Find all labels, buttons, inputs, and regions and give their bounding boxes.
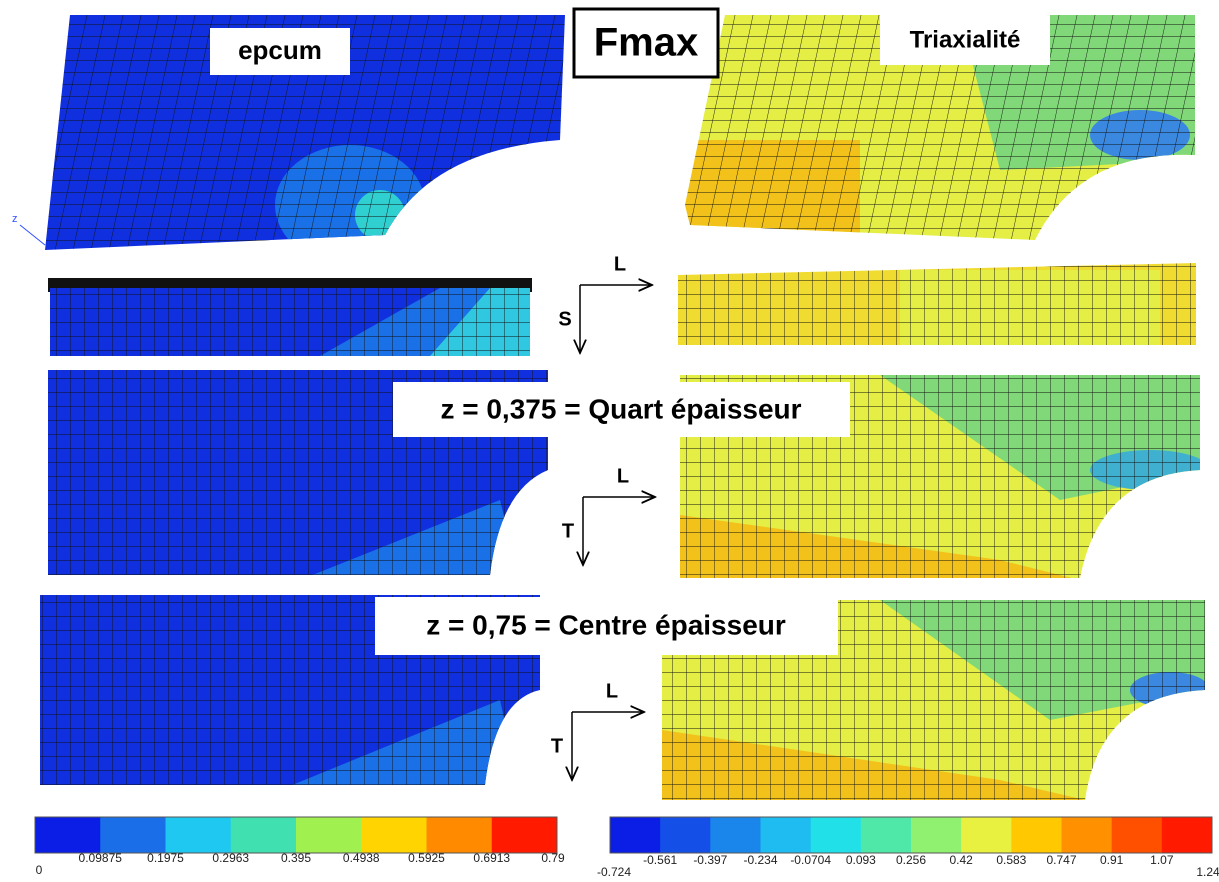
colorbar-label: 0.91 [1100, 853, 1124, 867]
colorbar-label: 0 [36, 863, 43, 877]
center-title: Fmax [594, 21, 699, 65]
colorbar-label: 0.6913 [473, 851, 510, 865]
colorbar-swatch [610, 817, 661, 853]
colorbar-swatch [230, 817, 297, 853]
colorbar-label: -0.397 [693, 853, 727, 867]
label-box [375, 597, 838, 655]
colorbar-label: 0.09875 [79, 851, 123, 865]
colorbar-label: -0.234 [743, 853, 777, 867]
colorbar-swatch [1011, 817, 1062, 853]
colorbar-label: 0.256 [896, 853, 926, 867]
colorbar-label: -0.724 [597, 865, 631, 879]
colorbar-label: 0.583 [996, 853, 1026, 867]
colorbar-label: 1.07 [1150, 853, 1174, 867]
label-box [880, 15, 1050, 65]
colorbar-swatch [296, 817, 362, 853]
colorbar-swatch [1061, 817, 1113, 853]
colorbar-swatch [35, 817, 101, 853]
label-box [210, 28, 350, 75]
mesh-triax-strip [678, 263, 1196, 345]
axis-label: L [606, 680, 618, 702]
axis-label: L [617, 465, 629, 487]
axis-label: T [551, 735, 563, 757]
axis-z-label: z [12, 213, 18, 225]
colorbar-swatch [710, 817, 761, 853]
colorbar-label: 1.24 [1196, 865, 1219, 879]
colorbar-label: 0.42 [949, 853, 973, 867]
right-title: Triaxialité [910, 26, 1021, 53]
colorbar-label: -0.561 [643, 853, 677, 867]
colorbar-label: 0.395 [281, 851, 311, 865]
colorbar-label: 0.093 [846, 853, 876, 867]
colorbar-swatch [426, 817, 493, 853]
label-box [393, 382, 850, 437]
colorbar-label: -0.0704 [790, 853, 831, 867]
mesh-epcum-quarter [48, 370, 548, 575]
colorbar-label: 0.2963 [212, 851, 249, 865]
z-axis-mark: z [12, 213, 46, 246]
colorbar-label: 0.79 [541, 851, 565, 865]
axis-label: L [614, 253, 626, 275]
colorbar-swatch [860, 817, 912, 853]
colorbar-swatch [961, 817, 1012, 853]
left-title: epcum [238, 35, 322, 65]
colorbar-swatch [361, 817, 427, 853]
center-label: z = 0,75 = Centre épaisseur [426, 609, 786, 640]
colorbar-label: 0.747 [1046, 853, 1076, 867]
colorbar-label: 0.5925 [408, 851, 445, 865]
colorbar-label: 0.4938 [343, 851, 380, 865]
label-box [572, 7, 720, 79]
mesh-epcum-strip [48, 278, 532, 356]
colorbar-swatch [1111, 817, 1163, 853]
axis-label: S [558, 308, 571, 330]
colorbar-swatch [911, 817, 962, 853]
colorbar-swatch [1161, 817, 1213, 853]
colorbar-frame [609, 816, 1213, 854]
colorbar-label: 0.1975 [147, 851, 184, 865]
colorbar-swatch [760, 817, 812, 853]
colorbar-swatch [660, 817, 711, 853]
colorbar-swatch [100, 817, 166, 853]
colorbar-swatch [810, 817, 862, 853]
colorbar-swatch [491, 817, 558, 853]
colorbar-frame [34, 816, 558, 854]
colorbar-swatch [165, 817, 232, 853]
axis-label: T [562, 520, 574, 542]
quarter-label: z = 0,375 = Quart épaisseur [440, 393, 801, 424]
